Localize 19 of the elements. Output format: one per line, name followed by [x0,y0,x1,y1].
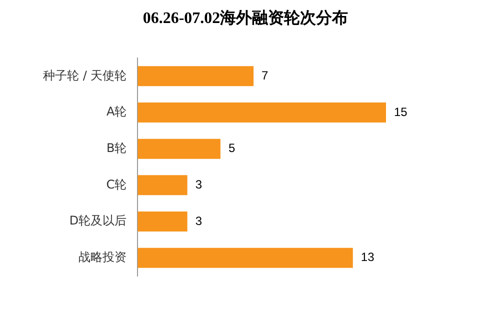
chart-title: 06.26-07.02海外融资轮次分布 [142,8,350,29]
y-tick-label: D轮及以后 [69,214,127,228]
data-label: 7 [262,68,269,82]
bar [138,212,188,232]
bar [138,248,353,268]
bar [138,102,386,122]
y-tick-label: C轮 [106,177,127,192]
y-tick-label: 种子轮 / 天使轮 [43,68,127,82]
y-tick-label: A轮 [106,104,127,119]
bar [138,66,254,86]
data-label: 13 [360,250,375,264]
bar [138,138,220,159]
bar [138,175,188,196]
y-tick-label: 战略投资 [78,250,127,264]
data-label: 3 [195,214,202,228]
data-label: 5 [228,141,236,156]
y-tick-label: B轮 [106,140,127,155]
data-label: 15 [394,104,408,119]
data-label: 3 [195,177,202,192]
